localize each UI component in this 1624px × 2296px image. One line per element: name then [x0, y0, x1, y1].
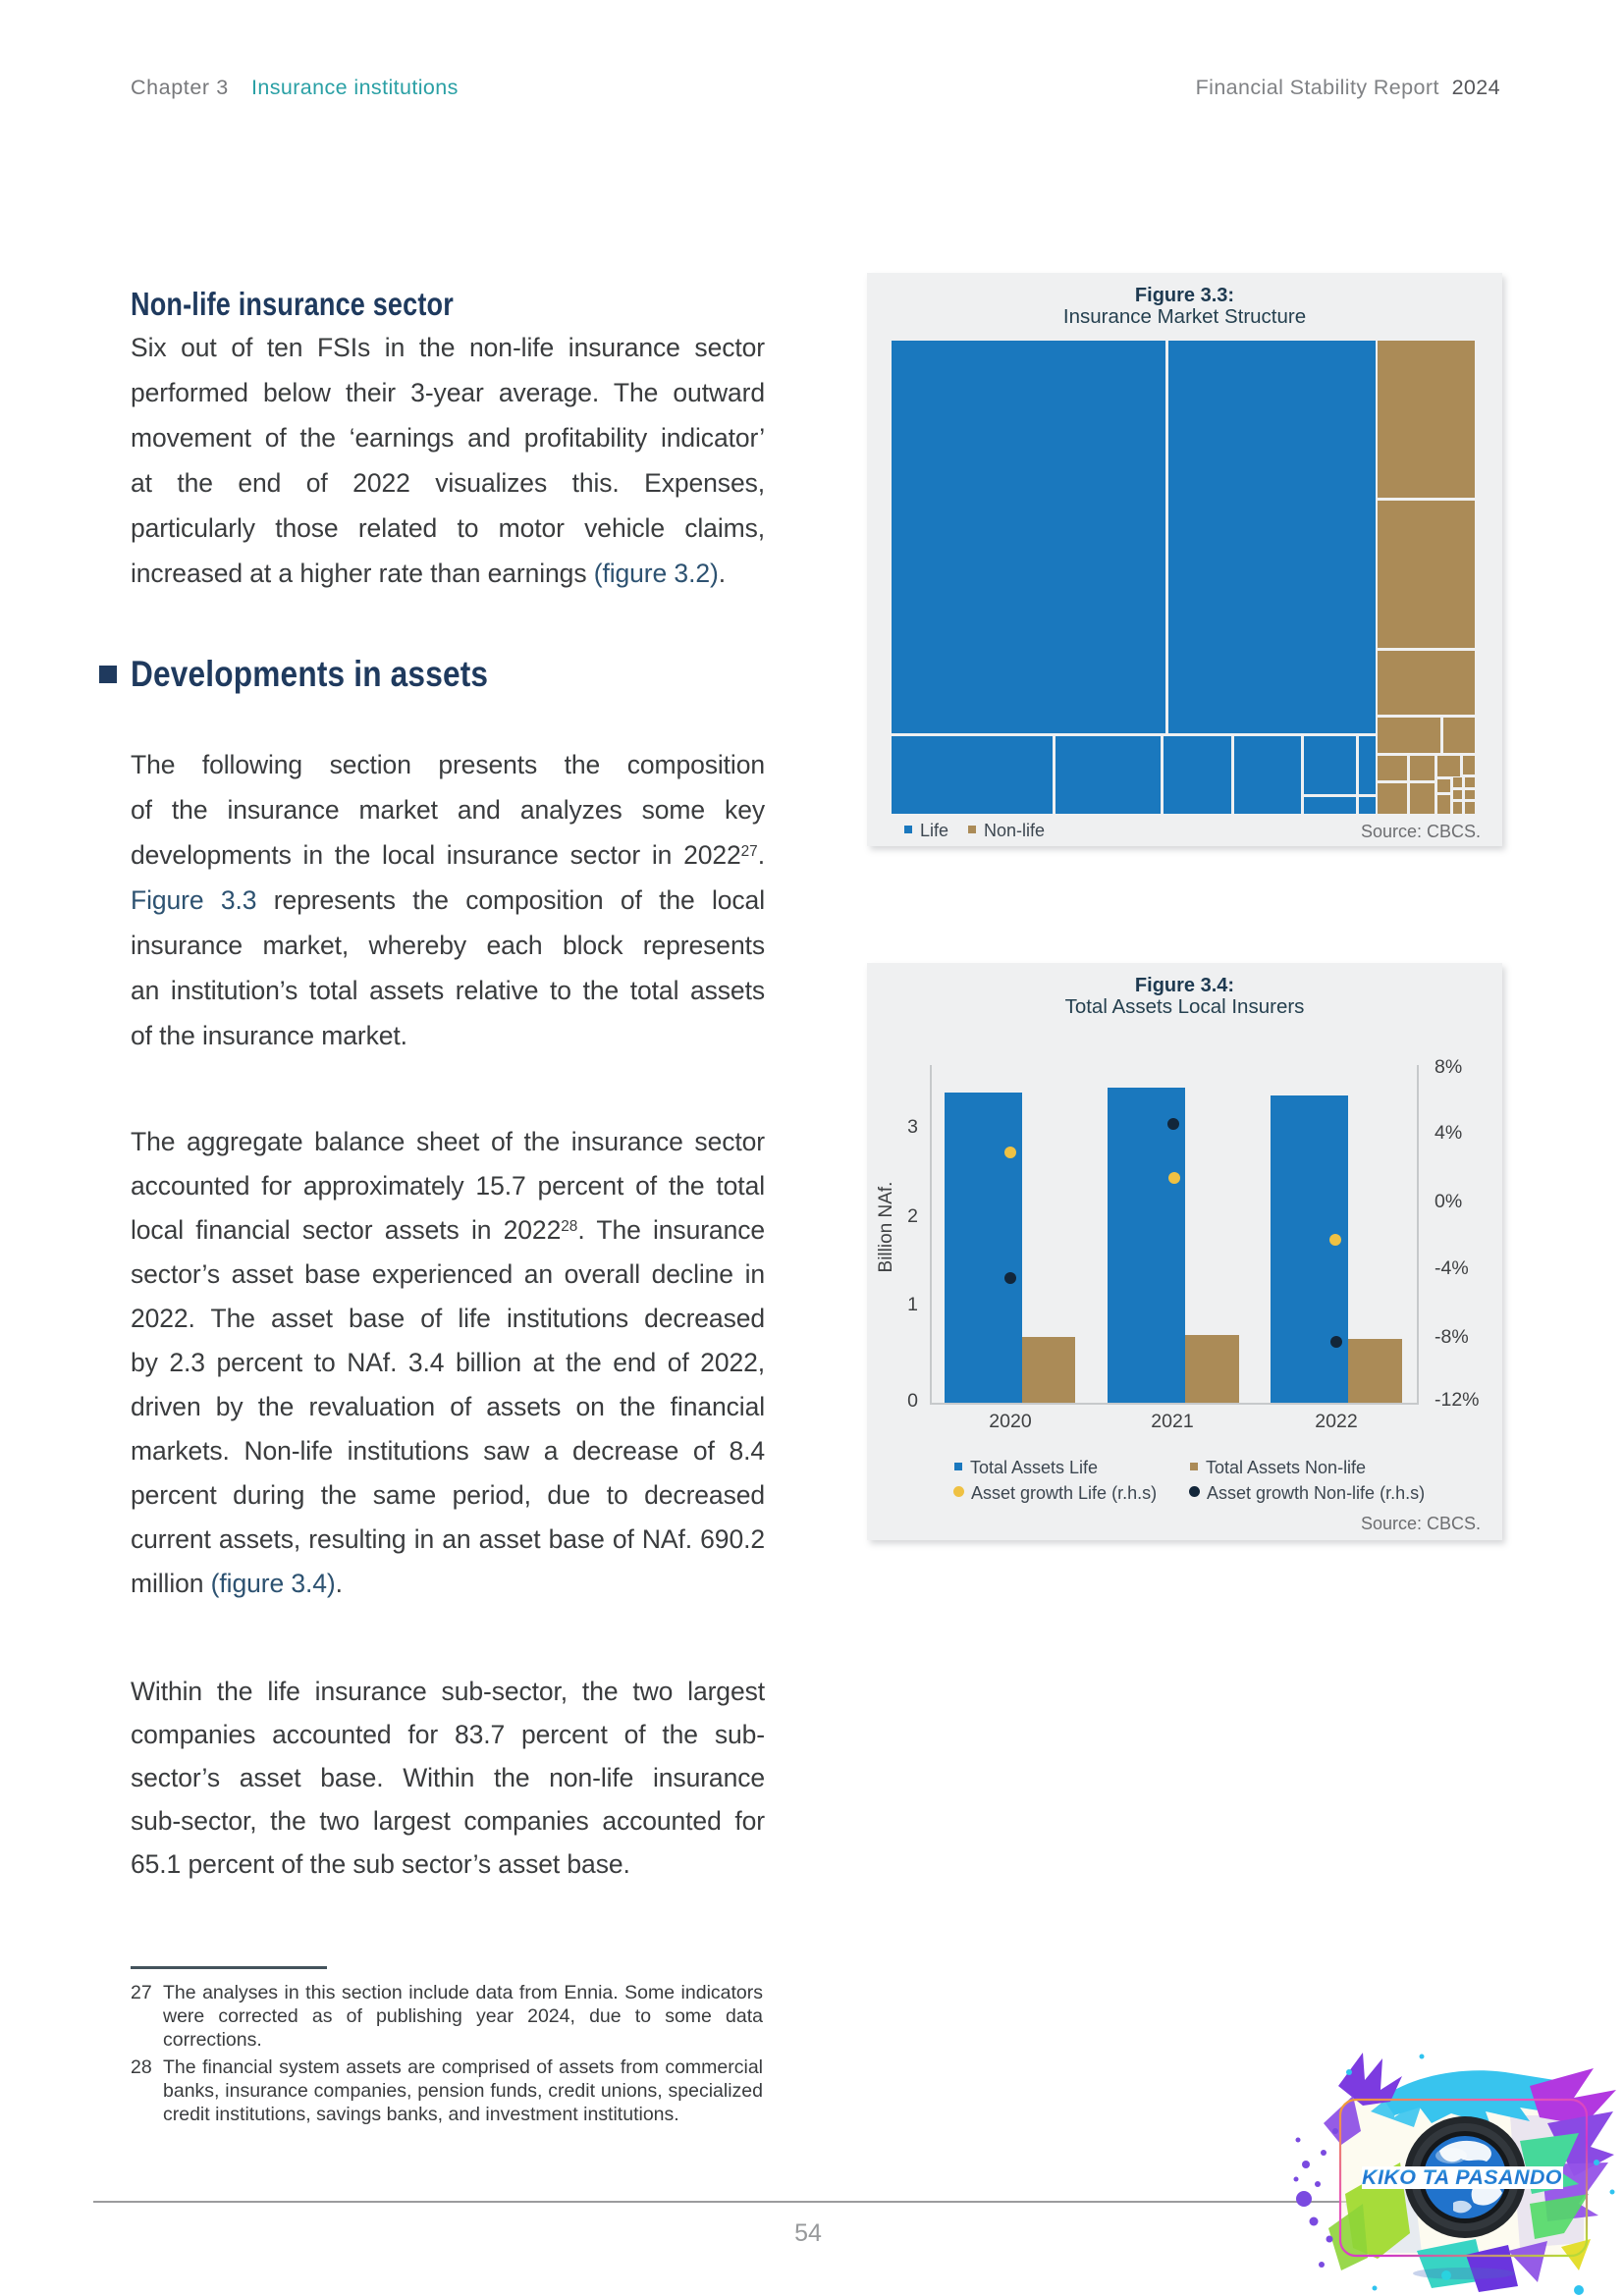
svg-text:KIKO TA PASANDO: KIKO TA PASANDO [1362, 2165, 1562, 2189]
